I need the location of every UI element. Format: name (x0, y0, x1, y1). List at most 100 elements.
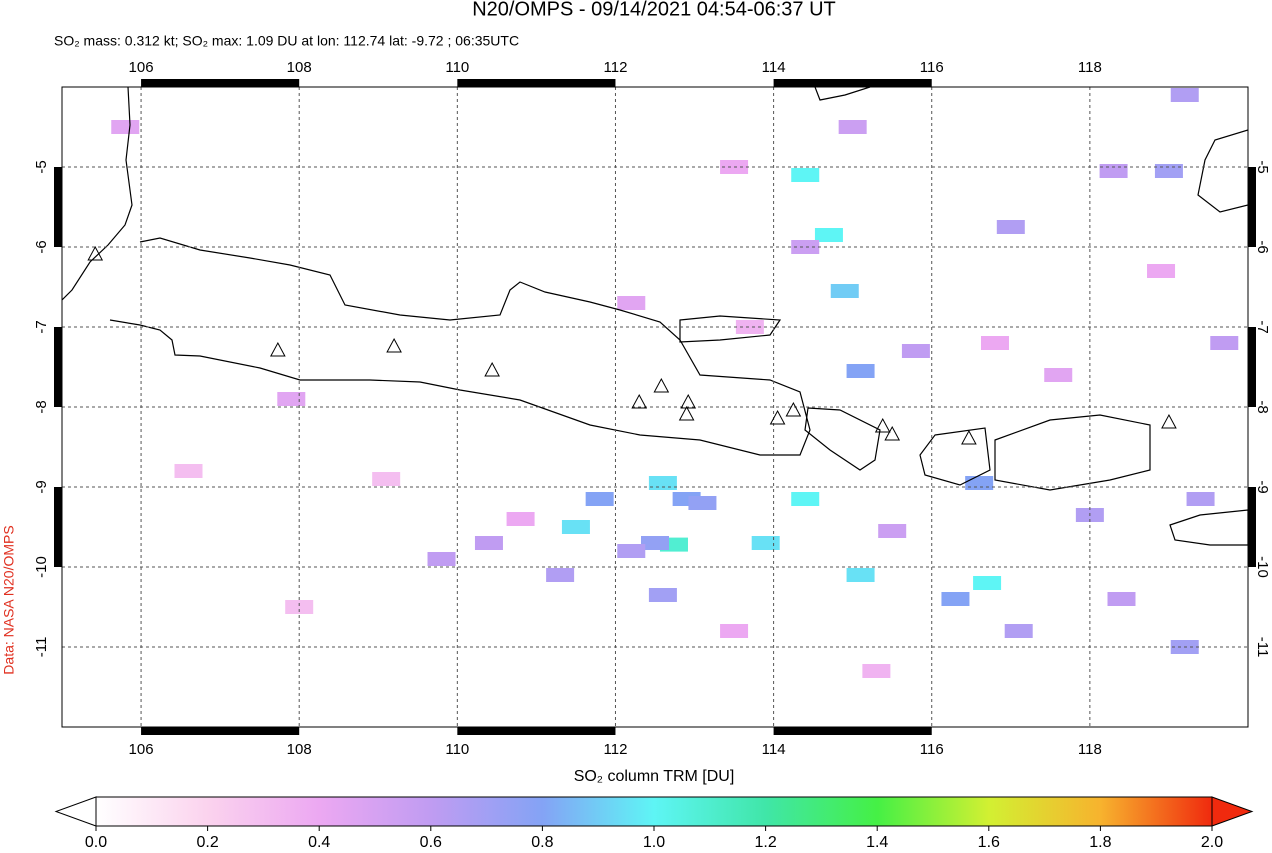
coastline (919, 427, 991, 486)
frame-bar (54, 327, 62, 407)
right-tick-label: -10 (1254, 556, 1271, 578)
so2-pixel (846, 568, 875, 582)
frame-bar (1248, 327, 1256, 407)
frame-bar (141, 79, 300, 87)
right-tick-label: -11 (1254, 637, 1271, 658)
coastlines (62, 87, 1248, 546)
so2-pixel (285, 600, 314, 614)
left-tick-label: -11 (33, 637, 50, 658)
so2-pixel (791, 168, 820, 182)
so2-pixel (878, 524, 907, 538)
right-tick-label: -5 (1254, 160, 1271, 173)
so2-pixel (617, 296, 646, 310)
so2-pixel (1107, 592, 1136, 606)
right-tick-label: -6 (1254, 240, 1271, 253)
so2-pixel (546, 568, 575, 582)
so2-pixel (838, 120, 867, 134)
so2-pixel (791, 492, 820, 506)
frame-bar (141, 727, 300, 735)
colorbar-over (1211, 796, 1254, 827)
volcano (678, 405, 695, 421)
frame-bar (457, 79, 616, 87)
right-tick-label: -8 (1254, 400, 1271, 413)
so2-pixel (427, 552, 456, 566)
map-frame (61, 86, 1249, 728)
left-tick-label: -6 (33, 240, 50, 253)
colorbar (95, 796, 1213, 827)
volcano (874, 417, 891, 433)
bottom-tick-label: 108 (287, 741, 312, 758)
volcano (769, 409, 786, 425)
so2-pixel (111, 120, 140, 134)
top-tick-label: 118 (1078, 59, 1102, 76)
volcano (484, 361, 500, 377)
colorbar-tick-label: 0.2 (196, 834, 218, 851)
volcano (785, 401, 802, 417)
so2-pixel (641, 536, 669, 550)
left-tick-label: -10 (33, 556, 50, 578)
coastline (679, 315, 782, 343)
so2-pixel (791, 240, 820, 254)
volcano (680, 393, 697, 409)
so2-pixel (648, 476, 677, 490)
so2-pixel (506, 512, 535, 526)
so2-pixel (688, 496, 717, 510)
bottom-tick-label: 110 (445, 741, 469, 758)
so2-pixel (814, 228, 843, 242)
right-tick-label: -7 (1254, 320, 1271, 333)
colorbar-tick-label: 1.0 (643, 834, 665, 851)
frame-bar (54, 167, 62, 247)
colorbar-tick-label: 1.4 (866, 834, 888, 851)
volcano (270, 341, 286, 357)
coastline (804, 407, 881, 471)
coastline (1197, 129, 1248, 213)
pixel-layer (111, 88, 1239, 678)
left-tick-label: -7 (33, 320, 50, 333)
left-tick-label: -9 (33, 480, 50, 493)
colorbar-tick-label: 0.6 (420, 834, 442, 851)
so2-pixel (1154, 164, 1183, 178)
coastline (109, 237, 811, 456)
coastline (62, 87, 133, 301)
so2-pixel (735, 320, 764, 334)
so2-pixel (277, 392, 306, 406)
volcano (87, 245, 104, 261)
subtitle: SO₂ mass: 0.312 kt; SO₂ max: 1.09 DU at … (54, 33, 519, 49)
top-tick-label: 108 (287, 59, 312, 76)
so2-pixel (901, 344, 930, 358)
colorbar-tick-label: 1.2 (754, 834, 776, 851)
bottom-tick-label: 116 (920, 741, 944, 758)
so2-pixel (1099, 164, 1128, 178)
so2-pixel (617, 544, 646, 558)
so2-pixel (830, 284, 859, 298)
frame-bar (457, 727, 616, 735)
volcano (386, 337, 402, 353)
so2-pixel (965, 476, 994, 490)
bottom-tick-label: 112 (604, 741, 628, 758)
coastline (994, 414, 1151, 491)
right-tick-label: -9 (1254, 480, 1271, 493)
coastline (814, 87, 871, 101)
so2-pixel (1147, 264, 1176, 278)
left-tick-label: -5 (33, 160, 50, 173)
volcano (961, 429, 977, 445)
so2-pixel (980, 336, 1009, 350)
top-tick-label: 114 (762, 59, 786, 76)
volcano (884, 425, 901, 441)
left-tick-label: -8 (33, 400, 50, 413)
frame-bar (773, 79, 932, 87)
so2-pixel (941, 592, 970, 606)
bottom-tick-label: 106 (129, 741, 154, 758)
so2-pixel (1004, 624, 1033, 638)
title: N20/OMPS - 09/14/2021 04:54-06:37 UT (472, 0, 836, 20)
bottom-tick-label: 114 (762, 741, 786, 758)
volcano (1161, 413, 1177, 429)
so2-pixel (1210, 336, 1239, 350)
so2-pixel (1170, 88, 1199, 102)
colorbar-tick-label: 0.4 (308, 834, 330, 851)
frame-bar (773, 727, 932, 735)
so2-pixel (996, 220, 1025, 234)
so2-pixel (372, 472, 401, 486)
